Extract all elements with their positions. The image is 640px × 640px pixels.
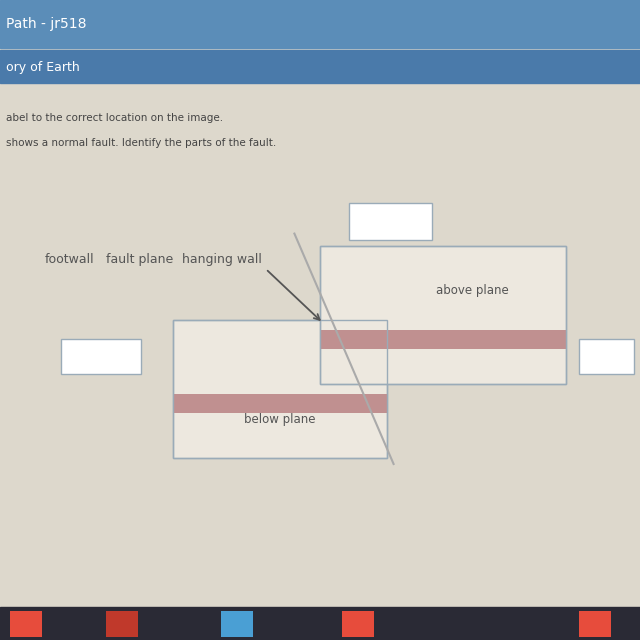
Bar <box>0 50 640 83</box>
Text: abel to the correct location on the image.: abel to the correct location on the imag… <box>6 113 223 124</box>
Bar <box>579 611 611 637</box>
Bar <box>349 203 432 240</box>
Bar <box>10 611 42 637</box>
Bar <box>173 394 387 413</box>
Bar <box>342 611 374 637</box>
Text: shows a normal fault. Identify the parts of the fault.: shows a normal fault. Identify the parts… <box>6 138 276 148</box>
Bar <box>106 611 138 637</box>
Text: footwall: footwall <box>45 253 95 266</box>
Text: below plane: below plane <box>244 413 316 426</box>
Bar <box>173 320 387 458</box>
Bar <box>320 246 566 384</box>
Bar <box>0 0 640 48</box>
Bar <box>579 339 634 374</box>
Bar <box>320 246 566 384</box>
Bar <box>173 320 387 458</box>
Bar <box>221 611 253 637</box>
Bar <box>61 339 141 374</box>
Bar <box>0 607 640 640</box>
Text: hanging wall: hanging wall <box>182 253 262 266</box>
Text: fault plane: fault plane <box>106 253 173 266</box>
Text: above plane: above plane <box>436 284 509 297</box>
Text: Path - jr518: Path - jr518 <box>6 17 87 31</box>
Text: ory of Earth: ory of Earth <box>6 61 80 74</box>
Bar <box>320 330 566 349</box>
